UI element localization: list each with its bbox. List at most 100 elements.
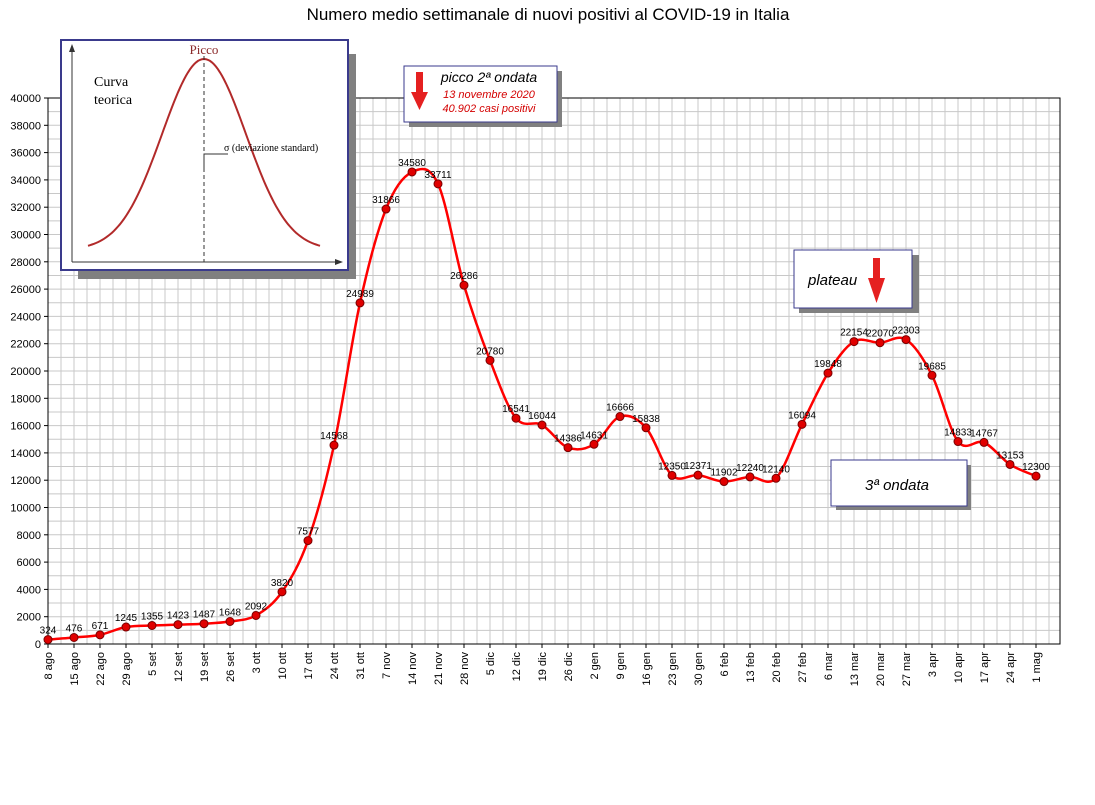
inset-x-arrow-icon xyxy=(335,259,343,265)
y-tick-label: 12000 xyxy=(10,475,41,487)
down-arrow-icon xyxy=(411,72,428,110)
x-tick-label: 20 mar xyxy=(875,652,887,687)
y-tick-label: 14000 xyxy=(10,448,41,460)
plateau-box-frame xyxy=(793,249,913,309)
x-tick-label: 5 dic xyxy=(485,652,497,676)
chart-title: Numero medio settimanale di nuovi positi… xyxy=(307,5,790,24)
x-tick-label: 31 ott xyxy=(355,652,367,680)
data-point xyxy=(693,470,703,480)
data-label: 14568 xyxy=(320,431,348,442)
x-tick-label: 20 feb xyxy=(771,652,783,683)
data-label: 33711 xyxy=(424,170,452,181)
x-tick-label: 24 ott xyxy=(329,652,341,680)
y-tick-label: 10000 xyxy=(10,503,41,515)
data-label: 16094 xyxy=(788,410,816,421)
data-point xyxy=(797,419,807,429)
data-label: 26286 xyxy=(450,271,478,282)
x-tick-label: 23 gen xyxy=(667,652,679,686)
x-tick-label: 19 set xyxy=(199,652,211,682)
x-tick-label: 10 apr xyxy=(953,652,965,684)
data-point xyxy=(459,280,469,290)
peak-box-frame xyxy=(403,65,558,123)
peak-box-line3: 40.902 casi positivi xyxy=(443,103,536,115)
peak-box-line1: picco 2ª ondata xyxy=(440,69,537,85)
data-point xyxy=(979,437,989,447)
y-tick-label: 2000 xyxy=(17,612,41,624)
data-label: 1355 xyxy=(141,612,164,623)
data-label: 16666 xyxy=(606,403,634,414)
inset-curve-label-1: Curva xyxy=(94,75,129,90)
data-point xyxy=(407,167,417,177)
y-tick-label: 8000 xyxy=(17,530,41,542)
x-tick-label: 22 ago xyxy=(95,652,107,686)
y-tick-label: 40000 xyxy=(10,93,41,105)
data-point xyxy=(329,440,339,450)
data-point xyxy=(563,443,573,453)
data-point xyxy=(719,477,729,487)
inset-theoretical-curve: Picco Curva teorica σ (deviazione standa… xyxy=(60,39,356,279)
y-tick-label: 36000 xyxy=(10,148,41,160)
x-tick-label: 3 apr xyxy=(927,652,939,677)
data-label: 12350 xyxy=(658,461,686,472)
x-tick-label: 6 mar xyxy=(823,652,835,680)
data-label: 34580 xyxy=(398,158,426,169)
data-point xyxy=(589,439,599,449)
inset-curve-label-2: teorica xyxy=(94,93,133,108)
series-markers xyxy=(43,167,1041,645)
data-point xyxy=(1005,459,1015,469)
data-label: 31866 xyxy=(372,195,400,206)
data-point xyxy=(667,470,677,480)
x-tick-label: 3 ott xyxy=(251,652,263,673)
x-tick-label: 24 apr xyxy=(1005,652,1017,684)
data-label: 7577 xyxy=(297,527,320,538)
data-label: 16541 xyxy=(502,404,530,415)
x-tick-label: 28 nov xyxy=(459,652,471,686)
down-arrow-icon xyxy=(868,258,885,303)
y-tick-label: 30000 xyxy=(10,230,41,242)
x-tick-label: 17 apr xyxy=(979,652,991,684)
x-tick-label: 27 feb xyxy=(797,652,809,683)
third-wave-annotation: 3ª ondata xyxy=(830,459,971,510)
data-label: 22070 xyxy=(866,329,894,340)
x-tick-label: 30 gen xyxy=(693,652,705,686)
x-tick-label: 13 mar xyxy=(849,652,861,687)
data-point xyxy=(1031,471,1041,481)
data-point xyxy=(849,337,859,347)
data-label: 19685 xyxy=(918,361,946,372)
data-label: 1487 xyxy=(193,610,216,621)
data-label: 12300 xyxy=(1022,462,1050,473)
data-label: 1245 xyxy=(115,613,138,624)
x-tick-label: 15 ago xyxy=(69,652,81,686)
data-label: 12371 xyxy=(684,461,712,472)
data-label: 14386 xyxy=(554,434,582,445)
x-tick-label: 17 ott xyxy=(303,652,315,680)
data-point xyxy=(927,370,937,380)
x-tick-label: 14 nov xyxy=(407,652,419,686)
x-tick-label: 12 set xyxy=(173,652,185,682)
inset-peak-label: Picco xyxy=(190,42,219,57)
data-point xyxy=(69,633,79,643)
y-tick-label: 22000 xyxy=(10,339,41,351)
data-label: 1648 xyxy=(219,608,242,619)
y-tick-label: 16000 xyxy=(10,421,41,433)
data-point xyxy=(43,635,53,645)
data-point xyxy=(901,335,911,345)
x-tick-label: 7 nov xyxy=(381,652,393,679)
x-tick-label: 29 ago xyxy=(121,652,133,686)
data-label: 671 xyxy=(92,621,109,632)
data-point xyxy=(121,622,131,632)
data-label: 2092 xyxy=(245,601,268,612)
data-label: 16044 xyxy=(528,411,556,422)
data-point xyxy=(381,204,391,214)
data-point xyxy=(433,179,443,189)
plateau-box-text: plateau xyxy=(807,272,858,289)
y-tick-label: 34000 xyxy=(10,175,41,187)
data-point xyxy=(355,298,365,308)
data-label: 324 xyxy=(40,626,57,637)
data-point xyxy=(173,620,183,630)
y-tick-label: 0 xyxy=(35,639,41,651)
x-tick-label: 26 dic xyxy=(563,652,575,682)
y-tick-label: 26000 xyxy=(10,284,41,296)
